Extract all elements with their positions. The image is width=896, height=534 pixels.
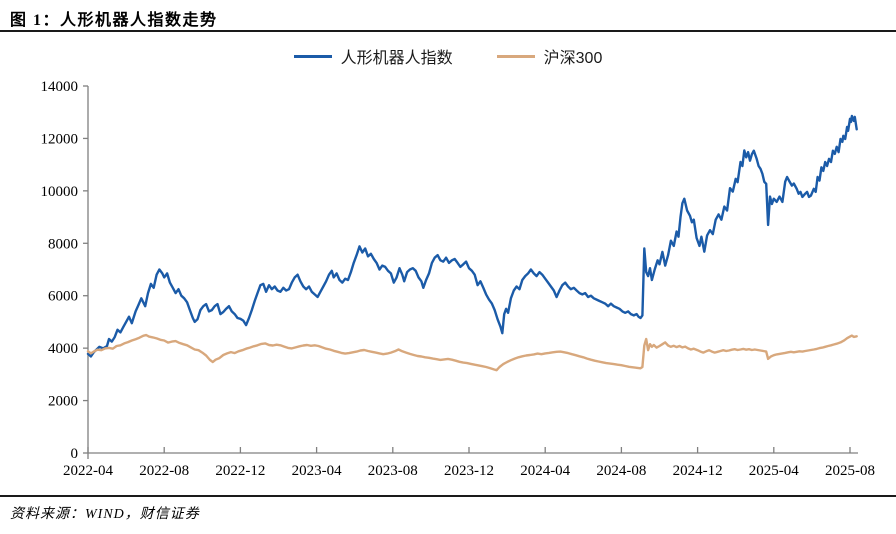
- legend-line-swatch-robot-index: [293, 54, 332, 58]
- x-tick-label: 2022-04: [63, 463, 113, 479]
- x-tick-label: 2023-12: [444, 463, 494, 479]
- x-tick-label: 2024-08: [596, 463, 646, 479]
- x-tick-label: 2025-04: [749, 463, 799, 479]
- legend-label-robot-index: 人形机器人指数: [340, 50, 453, 67]
- figure-source: 资料来源：WIND，财信证券: [10, 507, 200, 522]
- x-tick-label: 2022-08: [139, 463, 189, 479]
- x-tick-label: 2024-04: [520, 463, 570, 479]
- y-tick-labels: 0 2000 4000 6000 8000 10000 12000 14000: [41, 79, 88, 462]
- y-tick-label: 14000: [41, 79, 79, 95]
- legend-label-csi300: 沪深300: [543, 50, 603, 67]
- series-csi300-line: [86, 333, 858, 372]
- y-tick-label: 4000: [48, 341, 78, 357]
- legend-line-swatch-csi300: [496, 54, 535, 58]
- source-divider: [0, 495, 896, 497]
- y-tick-label: 10000: [41, 184, 79, 200]
- chart-legend: 人形机器人指数 沪深300: [0, 44, 896, 68]
- figure-title: 图 1：人形机器人指数走势: [10, 12, 218, 29]
- legend-item-robot-index: 人形机器人指数: [293, 44, 453, 68]
- x-tick-label: 2023-08: [368, 463, 418, 479]
- x-tick-label: 2025-08: [825, 463, 875, 479]
- x-tick-label: 2022-12: [215, 463, 265, 479]
- y-tick-label: 8000: [48, 236, 78, 252]
- x-tick-label: 2024-12: [673, 463, 723, 479]
- title-divider: [0, 30, 896, 32]
- y-tick-label: 2000: [48, 394, 78, 410]
- y-tick-label: 6000: [48, 289, 78, 305]
- y-tick-label: 12000: [41, 131, 79, 147]
- legend-item-csi300: 沪深300: [496, 44, 603, 68]
- x-tick-label: 2023-04: [292, 463, 342, 479]
- y-tick-label: 0: [71, 446, 79, 462]
- x-tick-labels: 2022-04 2022-08 2022-12 2023-04 2023-08 2023-…: [63, 447, 875, 479]
- series-robot-index-line: [86, 114, 858, 358]
- axes: [87, 86, 858, 459]
